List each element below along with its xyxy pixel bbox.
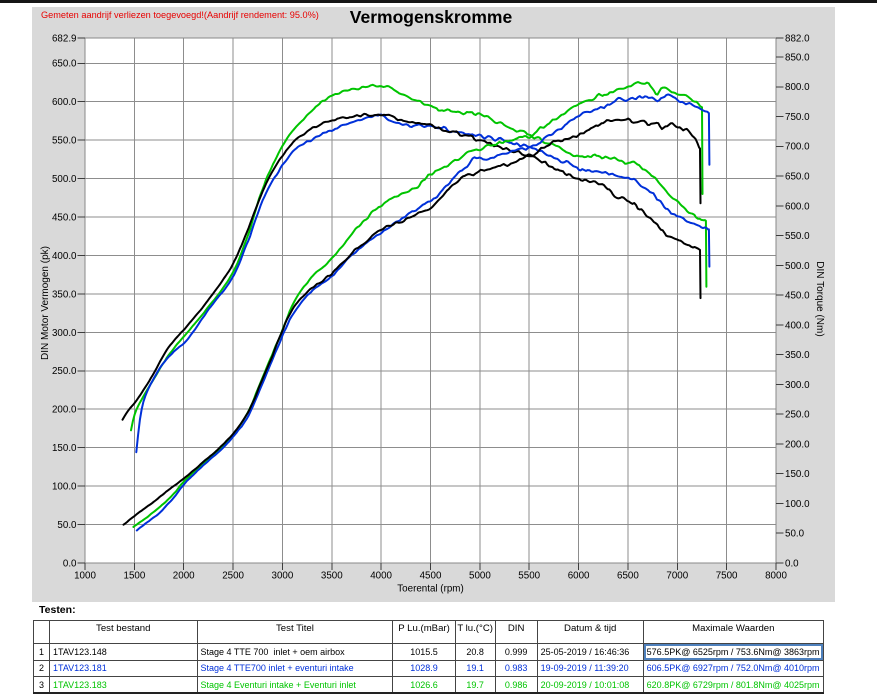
svg-text:7500: 7500 bbox=[716, 571, 738, 582]
svg-text:500.0: 500.0 bbox=[52, 174, 77, 185]
svg-text:250.0: 250.0 bbox=[52, 366, 77, 377]
svg-text:1500: 1500 bbox=[124, 571, 146, 582]
svg-text:4000: 4000 bbox=[370, 571, 392, 582]
svg-text:0.0: 0.0 bbox=[785, 558, 799, 569]
svg-text:3500: 3500 bbox=[321, 571, 343, 582]
svg-text:200.0: 200.0 bbox=[52, 405, 77, 416]
svg-text:550.0: 550.0 bbox=[785, 231, 810, 242]
svg-text:8000: 8000 bbox=[765, 571, 787, 582]
svg-text:Toerental (rpm): Toerental (rpm) bbox=[397, 584, 463, 595]
svg-text:500.0: 500.0 bbox=[785, 261, 810, 272]
svg-text:3000: 3000 bbox=[272, 571, 294, 582]
svg-text:650.0: 650.0 bbox=[52, 59, 77, 70]
svg-text:250.0: 250.0 bbox=[785, 410, 810, 421]
svg-text:450.0: 450.0 bbox=[785, 291, 810, 302]
svg-text:100.0: 100.0 bbox=[785, 499, 810, 510]
svg-text:200.0: 200.0 bbox=[785, 439, 810, 450]
svg-text:450.0: 450.0 bbox=[52, 212, 77, 223]
svg-text:350.0: 350.0 bbox=[785, 350, 810, 361]
svg-text:300.0: 300.0 bbox=[785, 380, 810, 391]
svg-text:7000: 7000 bbox=[666, 571, 688, 582]
svg-text:650.0: 650.0 bbox=[785, 172, 810, 183]
svg-text:400.0: 400.0 bbox=[785, 320, 810, 331]
svg-text:6500: 6500 bbox=[617, 571, 639, 582]
svg-text:100.0: 100.0 bbox=[52, 482, 77, 493]
svg-text:DIN Motor Vermogen (pk): DIN Motor Vermogen (pk) bbox=[40, 246, 51, 360]
svg-text:0.0: 0.0 bbox=[63, 558, 77, 569]
svg-text:882.0: 882.0 bbox=[785, 33, 810, 44]
svg-text:4500: 4500 bbox=[420, 571, 442, 582]
svg-text:150.0: 150.0 bbox=[785, 469, 810, 480]
svg-text:600.0: 600.0 bbox=[785, 201, 810, 212]
svg-text:2500: 2500 bbox=[222, 571, 244, 582]
svg-text:800.0: 800.0 bbox=[785, 82, 810, 93]
svg-text:50.0: 50.0 bbox=[785, 529, 805, 540]
svg-text:2000: 2000 bbox=[173, 571, 195, 582]
svg-text:600.0: 600.0 bbox=[52, 97, 77, 108]
svg-text:150.0: 150.0 bbox=[52, 443, 77, 454]
svg-text:DIN Torque (Nm): DIN Torque (Nm) bbox=[814, 261, 825, 336]
svg-text:350.0: 350.0 bbox=[52, 289, 77, 300]
svg-text:850.0: 850.0 bbox=[785, 52, 810, 63]
svg-text:6000: 6000 bbox=[568, 571, 590, 582]
svg-text:1000: 1000 bbox=[74, 571, 96, 582]
svg-text:400.0: 400.0 bbox=[52, 251, 77, 262]
svg-text:5500: 5500 bbox=[518, 571, 540, 582]
svg-text:50.0: 50.0 bbox=[57, 520, 77, 531]
svg-text:300.0: 300.0 bbox=[52, 328, 77, 339]
svg-text:750.0: 750.0 bbox=[785, 112, 810, 123]
svg-text:5000: 5000 bbox=[469, 571, 491, 582]
svg-text:700.0: 700.0 bbox=[785, 142, 810, 153]
svg-text:682.9: 682.9 bbox=[52, 33, 77, 44]
svg-text:550.0: 550.0 bbox=[52, 136, 77, 147]
